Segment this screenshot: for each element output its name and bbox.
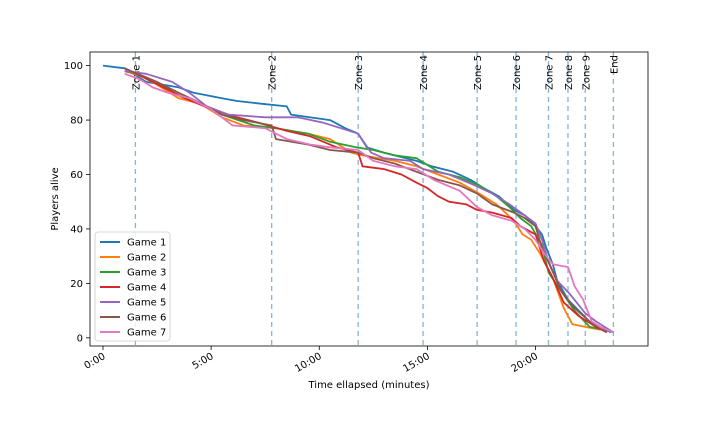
y-tick-label: 100	[64, 61, 83, 72]
series-line-game-7	[124, 72, 614, 334]
x-axis-ticks: 0:00 5:00 10:00 15:00 20:00	[83, 346, 540, 375]
legend-label: Game 2	[127, 253, 166, 264]
y-axis-ticks: 0 20 40 60 80 100	[64, 61, 90, 344]
x-tick-label: 5:00	[191, 351, 216, 372]
x-tick-label: 0:00	[83, 351, 108, 372]
legend-label: Game 5	[127, 298, 166, 309]
y-tick-label: 40	[70, 224, 83, 235]
legend-label: Game 1	[127, 238, 166, 249]
zone-label: Zone 3	[354, 55, 365, 90]
zone-label: Zone 4	[419, 55, 430, 90]
legend-label: Game 4	[127, 283, 166, 294]
legend-box	[94, 231, 171, 342]
plot-frame	[89, 51, 649, 347]
zone-label: Zone 9	[581, 55, 592, 90]
zone-label: Zone 6	[512, 55, 523, 90]
x-axis-label: Time ellapsed (minutes)	[307, 380, 429, 391]
legend-label: Game 7	[127, 328, 166, 339]
zone-label: Zone 2	[268, 55, 279, 90]
y-axis-label: Players alive	[50, 167, 61, 230]
y-tick-label: 20	[70, 279, 83, 290]
legend: Game 1 Game 2 Game 3 Game 4 Game 5 Game 6 Game…	[94, 231, 171, 342]
series-line-game-4	[124, 67, 608, 334]
zone-lines: Zone 1 Zone 2 Zone 3 Zone 4 Zone 5 Zone 6 Zone…	[131, 52, 620, 346]
series-lines	[102, 64, 614, 334]
x-tick-label: 20:00	[510, 351, 540, 375]
plot-area	[90, 52, 648, 346]
legend-label: Game 6	[127, 313, 166, 324]
zone-label: Zone 5	[473, 55, 484, 90]
zone-label: Zone 8	[564, 55, 575, 90]
y-tick-label: 60	[70, 170, 83, 181]
zone-label: Zone 7	[545, 55, 556, 90]
legend-label: Game 3	[127, 268, 166, 279]
x-tick-label: 15:00	[401, 351, 431, 375]
y-tick-label: 0	[77, 333, 83, 344]
x-tick-label: 10:00	[293, 351, 323, 375]
series-line-game-1	[102, 64, 612, 334]
zone-label: End	[609, 55, 620, 74]
y-tick-label: 80	[70, 116, 83, 127]
